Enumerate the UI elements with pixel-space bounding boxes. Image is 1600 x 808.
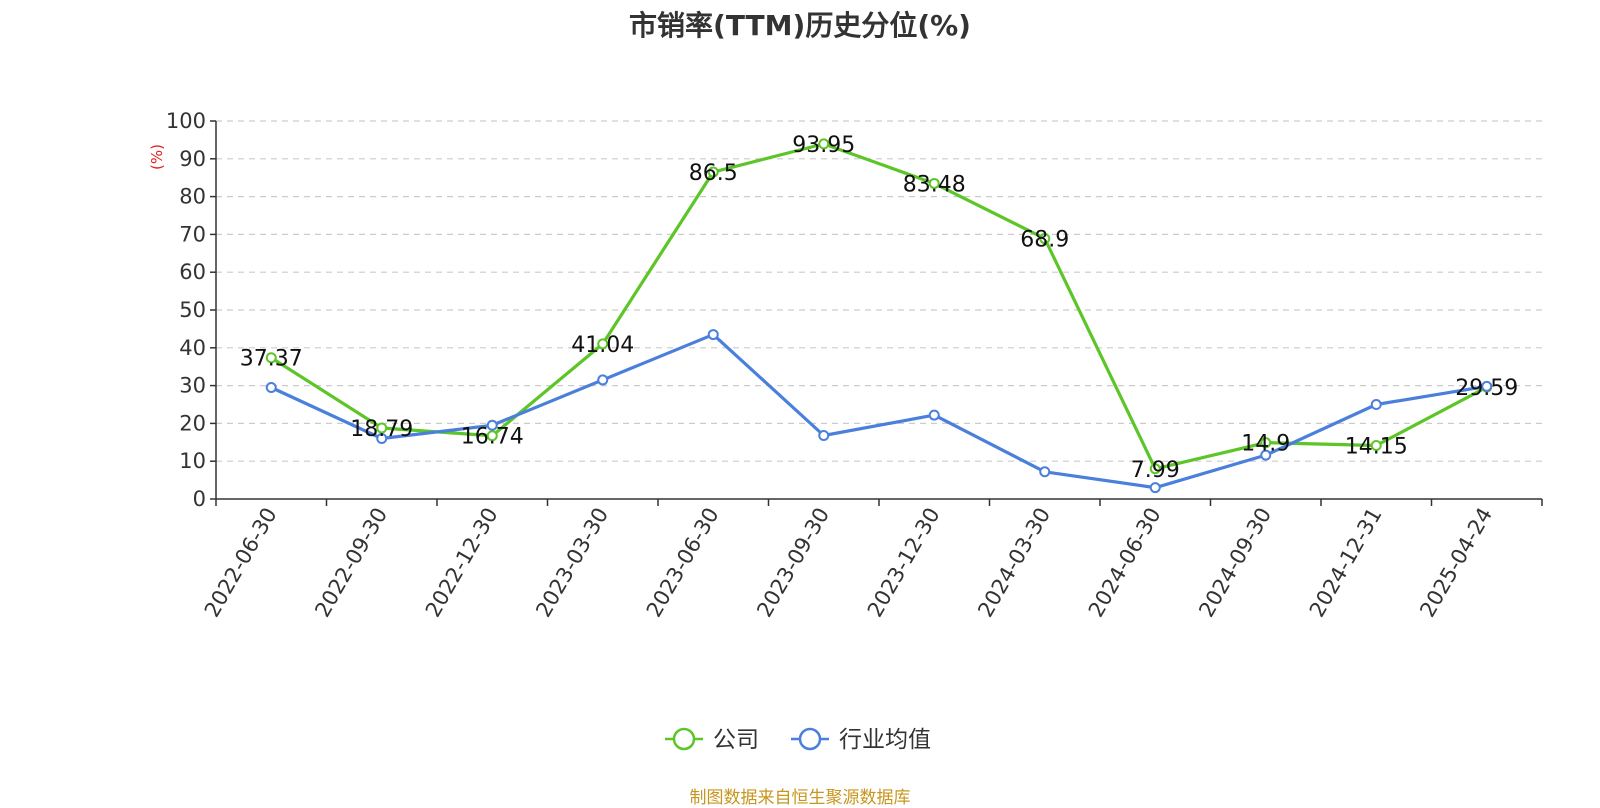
y-tick-label: 20 (179, 411, 206, 435)
data-point (376, 433, 388, 445)
data-point (1370, 440, 1382, 452)
data-point (1370, 399, 1382, 410)
x-tick-label: 2023-12-30 (863, 504, 945, 622)
y-tick-label: 70 (179, 222, 206, 246)
data-point (597, 338, 609, 350)
legend[interactable]: 公司 行业均值 (665, 727, 931, 753)
x-tick-label: 2024-06-30 (1084, 504, 1166, 622)
x-tick-label: 2024-03-30 (973, 504, 1055, 622)
data-label: 14.9 (1241, 432, 1290, 457)
x-tick-label: 2022-09-30 (310, 504, 392, 622)
y-tick-label: 50 (179, 298, 206, 322)
data-point (376, 422, 388, 434)
x-tick-label: 2024-09-30 (1194, 504, 1276, 622)
y-tick-label: 10 (179, 449, 206, 473)
data-point (486, 430, 498, 442)
data-point (928, 409, 940, 421)
data-label: 68.9 (1020, 228, 1069, 253)
data-point (265, 352, 277, 364)
data-label: 41.04 (571, 333, 634, 358)
x-tick-label: 2022-12-30 (421, 504, 503, 622)
x-tick-label: 2023-09-30 (752, 504, 834, 622)
data-label: 37.37 (240, 347, 303, 372)
x-tick-label: 2024-12-31 (1305, 504, 1387, 622)
data-point (707, 329, 719, 341)
legend-marker-circle-1 (798, 727, 822, 751)
data-label: 83.48 (903, 172, 966, 197)
data-label: 14.15 (1345, 435, 1408, 460)
data-point (486, 419, 498, 431)
grid-lines (216, 120, 1542, 462)
y-tick-label: 100 (166, 109, 206, 133)
data-point (1260, 437, 1272, 449)
data-label: 16.74 (461, 425, 524, 450)
data-label: 86.5 (689, 161, 738, 186)
legend-marker-circle-0 (672, 727, 696, 751)
legend-label-0: 公司 (713, 727, 759, 753)
x-tick-label: 2022-06-30 (200, 504, 282, 622)
data-label: 29.59 (1455, 376, 1518, 401)
y-axis-label: (%) (148, 144, 166, 170)
data-point (928, 177, 940, 189)
series-line-1 (270, 332, 1488, 490)
chart-title: 市销率(TTM)历史分位(%) (629, 9, 971, 42)
data-label: 93.95 (792, 133, 855, 158)
y-tick-label: 80 (179, 185, 206, 209)
x-tick-label: 2025-04-24 (1415, 504, 1497, 622)
data-point (265, 381, 277, 393)
data-point (818, 138, 830, 150)
y-tick-label: 60 (179, 260, 206, 284)
data-label: 18.79 (350, 417, 413, 442)
axes: 0 10 20 30 40 50 60 70 80 90 100(%) 2022-06-30 2022-… (148, 109, 1543, 622)
data-point (597, 374, 609, 386)
series-line-0 (270, 142, 1488, 471)
data-labels: 37.37 18.79 16.74 41.04 86.5 93.95 83.48 68.9 7.… (240, 133, 1518, 483)
data-point (1039, 466, 1051, 478)
data-point (1481, 380, 1493, 392)
legend-label-1: 行业均值 (839, 727, 931, 753)
y-tick-label: 40 (179, 336, 206, 360)
data-point (707, 166, 719, 178)
data-point (1260, 449, 1272, 461)
x-tick-label: 2023-06-30 (642, 504, 724, 622)
data-point (818, 429, 830, 441)
data-point (1149, 463, 1161, 475)
series-layer (265, 138, 1493, 494)
y-tick-label: 0 (193, 487, 206, 511)
source-note: 制图数据来自恒生聚源数据库 (689, 788, 911, 808)
data-point (1149, 482, 1161, 494)
data-point (1039, 233, 1051, 245)
data-label: 7.99 (1131, 458, 1180, 483)
y-tick-label: 90 (179, 147, 206, 171)
y-tick-label: 30 (179, 374, 206, 398)
x-tick-label: 2023-03-30 (531, 504, 613, 622)
